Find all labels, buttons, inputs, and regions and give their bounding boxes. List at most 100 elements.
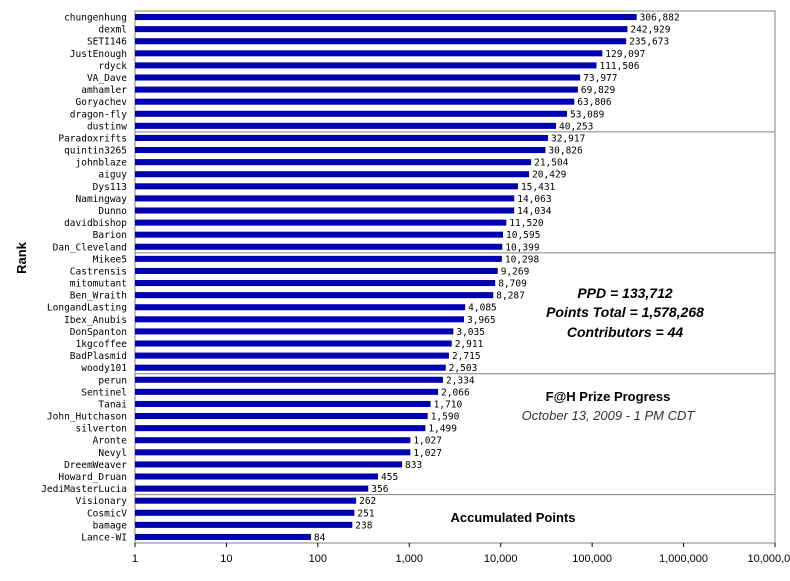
value-label: 1,590 [431, 412, 460, 423]
category-label: Sentinel [81, 387, 127, 398]
grid-lines [135, 131, 775, 496]
bar [135, 62, 597, 69]
x-axis-ticks: 1 10 100 1,000 10,000 100,000 1,000,000 10,000,… [132, 543, 790, 565]
x-tick-label: 10 [220, 553, 232, 565]
value-label: 251 [357, 508, 374, 519]
value-label: 40,253 [559, 121, 593, 132]
value-label: 455 [381, 472, 398, 483]
value-label: 8,287 [496, 291, 525, 302]
category-label: DonSpanton [70, 327, 127, 338]
category-label: bamage [93, 520, 128, 531]
category-labels: chungenhungdexmlSETI146JustEnoughrdyckVA… [41, 13, 127, 544]
category-label: aiguy [98, 170, 127, 181]
bar [135, 243, 503, 250]
value-label: 73,977 [583, 73, 617, 84]
value-label: 32,917 [551, 133, 585, 144]
bar [135, 364, 446, 371]
value-label: 30,826 [548, 146, 583, 157]
bar [135, 352, 449, 359]
value-label: 10,399 [505, 242, 540, 253]
bar [135, 280, 496, 287]
value-label: 306,882 [640, 13, 680, 24]
bar [135, 533, 311, 540]
category-label: Lance-WI [81, 532, 127, 543]
value-label: 15,431 [521, 182, 556, 193]
bar [135, 497, 357, 504]
value-label: 111,506 [599, 61, 639, 72]
value-label: 1,027 [413, 448, 442, 459]
category-label: dustinw [87, 121, 127, 132]
category-label: Nevyl [98, 448, 127, 459]
chart-title: F@H Prize Progress [546, 389, 671, 404]
bar [135, 122, 557, 129]
category-label: Dunno [98, 206, 127, 217]
value-label: 4,085 [468, 303, 497, 314]
bar [135, 86, 578, 93]
category-label: CosmicV [87, 508, 127, 519]
category-label: BadPlasmid [70, 351, 127, 362]
x-tick-label: 1,000 [396, 553, 424, 565]
x-tick-label: 1 [132, 553, 138, 565]
category-label: rdyck [98, 61, 127, 72]
value-label: 8,709 [498, 279, 527, 290]
category-label: Dan_Cleveland [53, 242, 127, 253]
value-label: 235,673 [629, 37, 669, 48]
category-label: Mikee5 [93, 254, 127, 265]
category-label: Castrensis [70, 266, 127, 277]
contributors-annotation: Contributors = 44 [567, 324, 684, 340]
category-label: Dys113 [93, 182, 127, 193]
value-label: 2,503 [449, 363, 478, 374]
bar [135, 159, 532, 166]
category-label: amhamler [81, 85, 127, 96]
value-label: 238 [355, 520, 372, 531]
bar [135, 134, 549, 141]
category-label: 1kgcoffee [76, 339, 128, 350]
category-label: DreemWeaver [64, 460, 127, 471]
value-label: 3,035 [456, 327, 485, 338]
category-label: LongandLasting [47, 303, 127, 314]
bar [135, 183, 518, 190]
bar [135, 207, 515, 214]
value-label: 53,089 [570, 109, 605, 120]
bar [135, 147, 546, 154]
category-label: Barion [93, 230, 127, 241]
value-label: 3,965 [467, 315, 496, 326]
category-label: Visionary [76, 496, 128, 507]
value-label: 2,715 [452, 351, 481, 362]
category-label: woody101 [81, 363, 127, 374]
bar [135, 521, 353, 528]
bar [135, 231, 504, 238]
bar [135, 267, 498, 274]
points-total-annotation: Points Total = 1,578,268 [546, 304, 704, 320]
category-label: SETI146 [87, 37, 127, 48]
value-label: 242,929 [630, 25, 670, 36]
category-label: JediMasterLucia [41, 484, 127, 495]
category-label: Ben_Wraith [70, 291, 127, 302]
value-label: 21,504 [534, 158, 569, 169]
category-label: Tanai [98, 399, 127, 410]
chart-date: October 13, 2009 - 1 PM CDT [522, 408, 696, 423]
x-tick-label: 10,000,000 [747, 553, 790, 565]
bar [135, 219, 507, 226]
value-label: 833 [405, 460, 422, 471]
bar [135, 437, 411, 444]
value-label: 2,066 [441, 387, 470, 398]
bar [135, 340, 452, 347]
bar [135, 14, 637, 21]
bar [135, 449, 411, 456]
value-label: 2,911 [455, 339, 484, 350]
bars [135, 14, 637, 540]
bar [135, 292, 494, 299]
bar [135, 413, 428, 420]
category-label: chungenhung [64, 13, 127, 24]
category-label: silverton [76, 424, 127, 435]
bar [135, 255, 502, 262]
bar [135, 316, 464, 323]
value-label: 14,063 [517, 194, 551, 205]
bar [135, 509, 355, 516]
value-label: 11,520 [509, 218, 544, 229]
value-label: 69,829 [581, 85, 616, 96]
bar [135, 195, 515, 202]
bar [135, 38, 627, 45]
